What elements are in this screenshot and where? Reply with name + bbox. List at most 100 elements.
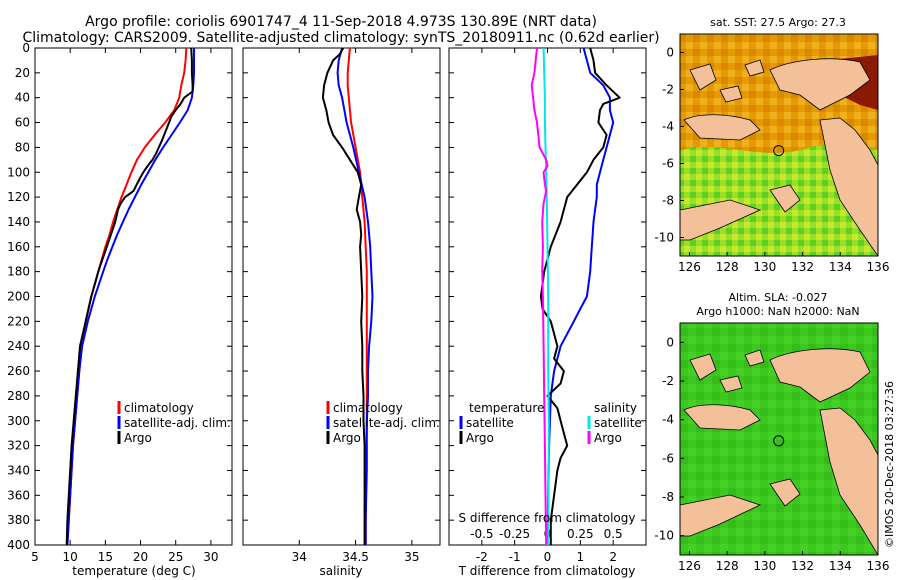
map-y-tick-label: -8: [662, 194, 674, 208]
series-line-argo: [321, 47, 366, 545]
legend-label-argo: Argo: [333, 431, 361, 445]
map-x-tick-label: 128: [716, 559, 739, 573]
depth-tick-label: 100: [7, 165, 30, 179]
depth-tick-label: 220: [7, 314, 30, 328]
difference-legend: temperature satellite Argo salinity sate…: [459, 401, 642, 445]
depth-tick-label: 180: [7, 265, 30, 279]
salinity-lines: [321, 47, 374, 545]
difference-lines: [530, 47, 621, 546]
sst-map-frame: [679, 33, 879, 257]
map-x-tick-label: 126: [678, 260, 701, 274]
salinity-ticks: 34 34.5 35: [243, 47, 440, 564]
depth-tick-label: 300: [7, 414, 30, 428]
map-x-tick-label: 132: [791, 260, 814, 274]
credit-text: ©IMOS 20-Dec-2018 03:27:36: [883, 381, 896, 548]
map-x-tick-label: 128: [716, 260, 739, 274]
map-y-tick-label: 0: [666, 46, 674, 60]
depth-tick-label: 140: [7, 215, 30, 229]
x-tick-label: 15: [98, 550, 113, 564]
temperature-legend: climatology satellite-adj. clim. Argo: [117, 401, 231, 445]
map-x-tick-label: 134: [829, 559, 852, 573]
map-x-tick-label: 134: [829, 260, 852, 274]
depth-tick-label: 280: [7, 389, 30, 403]
land-seram: [683, 404, 761, 431]
depth-tick-label: 0: [22, 41, 30, 55]
sla-map-title-2: Argo h1000: NaN h2000: NaN: [696, 305, 859, 318]
s-tick-label: -0.25: [499, 527, 530, 541]
legend-label-s-argo: Argo: [594, 431, 622, 445]
x-tick-label: 10: [63, 550, 78, 564]
depth-tick-label: 160: [7, 240, 30, 254]
sst-map-title: sat. SST: 27.5 Argo: 27.3: [710, 16, 846, 29]
map-x-tick-label: 136: [867, 260, 890, 274]
series-line-s-argo: [530, 47, 549, 546]
legend-label-s-satellite: satellite: [594, 416, 642, 430]
x-tick-label: 20: [133, 550, 148, 564]
s-tick-label: 0.5: [604, 527, 623, 541]
x-tick-label: -2: [476, 550, 488, 564]
temperature-ticks: 5 10 15 20 25 30: [31, 47, 232, 564]
depth-tick-label: 60: [15, 116, 30, 130]
map-y-tick-label: -4: [662, 120, 674, 134]
s-tick-label: 0.25: [567, 527, 594, 541]
depth-tick-label: 400: [7, 538, 30, 552]
land-seram: [683, 114, 761, 141]
land-islands-north: [689, 59, 765, 103]
temperature-lines: [65, 47, 195, 546]
legend-label-climatology: climatology: [124, 401, 194, 415]
salinity-legend: climatology satellite-adj. clim. Argo: [326, 401, 440, 445]
s-tick-label: -0.5: [470, 527, 493, 541]
land-timor: [680, 199, 762, 241]
salinity-frame: [242, 47, 441, 546]
series-line-s-satellite: [542, 47, 550, 545]
legend-label-t-satellite: satellite: [466, 416, 514, 430]
series-line-argo: [65, 47, 194, 546]
sla-map-title-1: Altim. SLA: -0.027: [728, 291, 827, 304]
sla-map-frame: [679, 322, 879, 556]
depth-tick-label: 240: [7, 339, 30, 353]
map-y-tick-label: -10: [654, 231, 674, 245]
legend-label-argo: Argo: [124, 431, 152, 445]
x-tick-label: 30: [203, 550, 218, 564]
legend-title-salinity: salinity: [594, 401, 637, 415]
sst-map: sat. SST: 27.5 Argo: 27.3 126 128 130 132 13…: [654, 16, 889, 274]
depth-tick-labels: 0 20 40 60 80 100 120 140 160 180 200 220 240 260 280 3…: [7, 41, 30, 552]
depth-tick-label: 20: [15, 66, 30, 80]
land-aru-west-papua: [819, 117, 878, 256]
x-tick-label: 25: [168, 550, 183, 564]
land-aru-west-papua: [819, 407, 878, 555]
legend-label-t-argo: Argo: [466, 431, 494, 445]
depth-tick-label: 260: [7, 364, 30, 378]
difference-ticks: -2 -1 0 1 2-0.5 -0.25 0 0.25 0.5: [449, 47, 646, 564]
temperature-xlabel: temperature (deg C): [72, 564, 195, 578]
x-tick-label: 35: [404, 550, 419, 564]
depth-tick-label: 360: [7, 488, 30, 502]
map-y-tick-label: -2: [662, 374, 674, 388]
map-y-tick-label: -6: [662, 451, 674, 465]
salinity-xlabel: salinity: [319, 564, 362, 578]
x-tick-label: 34: [292, 550, 307, 564]
depth-tick-label: 380: [7, 513, 30, 527]
x-tick-label: 34.5: [342, 550, 369, 564]
argo-position-marker: [773, 435, 785, 447]
map-x-tick-label: 126: [678, 559, 701, 573]
land-tanimbar: [769, 478, 801, 507]
sla-map: Altim. SLA: -0.027 Argo h1000: NaN h2000…: [654, 291, 889, 573]
sla-map-ticks: 126 128 130 132 134 136 0 -2 -4 -6 -8 -10: [654, 335, 889, 573]
x-tick-label: 1: [577, 550, 585, 564]
depth-tick-label: 120: [7, 190, 30, 204]
land-new-guinea: [769, 348, 871, 403]
land-islands-north: [689, 349, 765, 393]
difference-panel: -2 -1 0 1 2-0.5 -0.25 0 0.25 0.5 T difference fr…: [448, 47, 647, 578]
x-tick-label: 5: [31, 550, 39, 564]
temperature-frame: [34, 47, 233, 546]
series-line-climatology: [346, 47, 368, 545]
map-y-tick-label: -4: [662, 413, 674, 427]
salinity-panel: 34 34.5 35 salinity: [242, 47, 441, 578]
map-y-tick-label: -2: [662, 83, 674, 97]
x-tick-label: 2: [609, 550, 617, 564]
land-tanimbar: [769, 184, 801, 213]
map-x-tick-label: 136: [867, 559, 890, 573]
x-tick-label: 0: [544, 550, 552, 564]
